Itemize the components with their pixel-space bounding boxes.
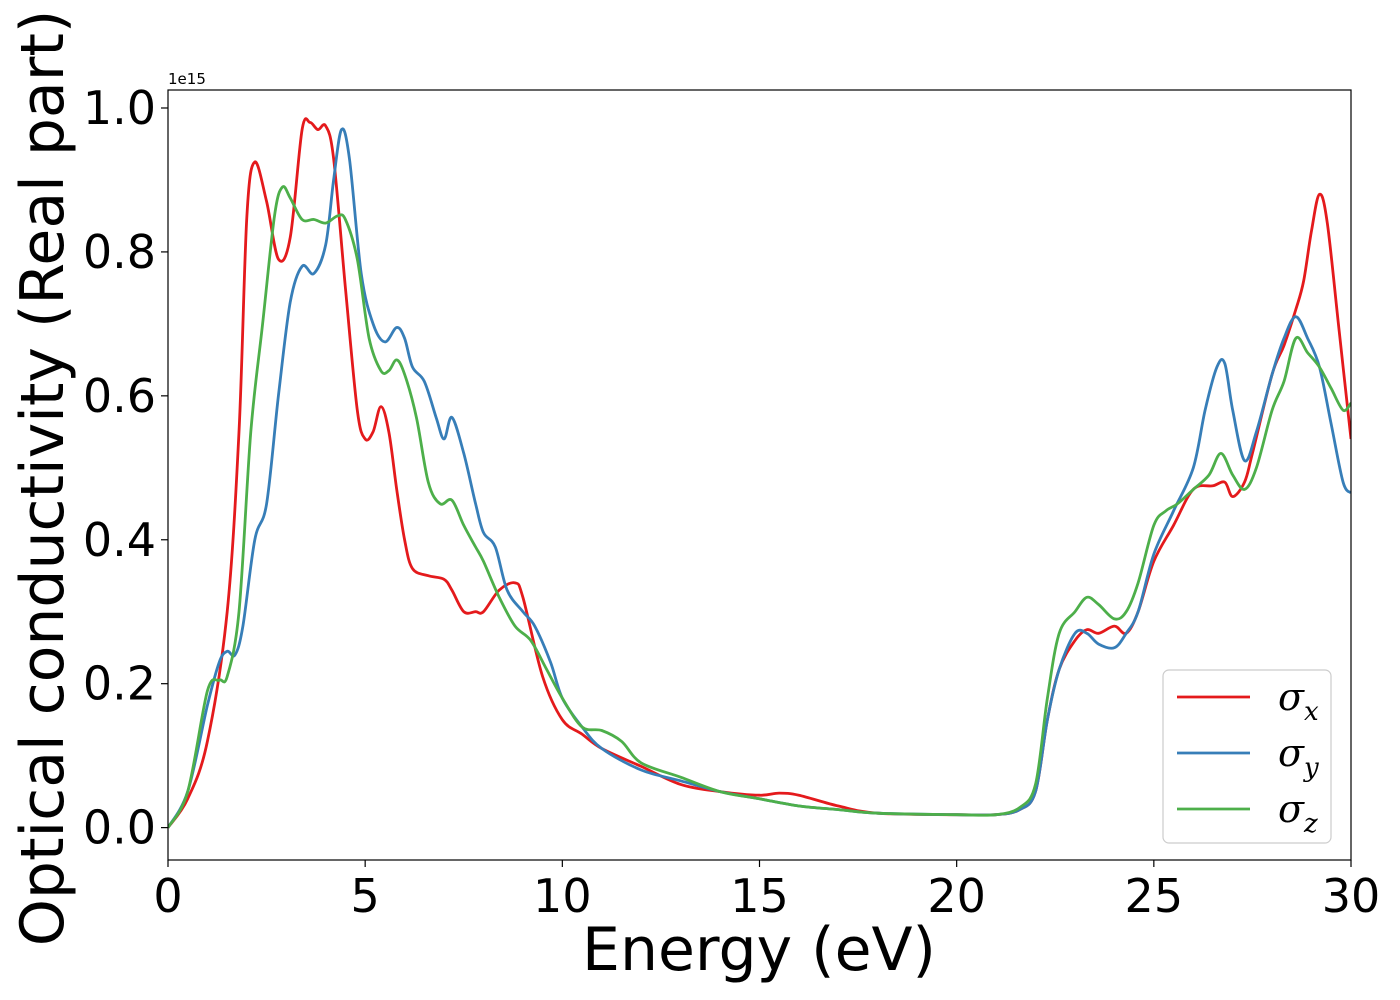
x-tick-label: 0	[153, 869, 182, 923]
x-tick-label: 15	[730, 869, 789, 923]
y-tick-label: 1.0	[83, 81, 156, 135]
legend-label-x: σx	[1278, 675, 1319, 727]
y-axis-title: Optical conductivity (Real part)	[8, 10, 78, 947]
x-tick-label: 30	[1322, 869, 1381, 923]
legend-label-y: σy	[1278, 731, 1319, 783]
y-tick-label: 0.0	[83, 801, 156, 855]
legend-box	[1162, 669, 1332, 844]
y-tick-label: 0.6	[83, 369, 156, 423]
plot-area	[168, 117, 1351, 829]
y-tick-label: 0.2	[83, 657, 156, 711]
x-tick-label: 10	[533, 869, 592, 923]
y-tick-label: 0.4	[83, 513, 156, 567]
x-tick-label: 5	[351, 869, 380, 923]
x-axis-title: Energy (eV)	[582, 915, 936, 985]
series-line-x	[168, 117, 1351, 829]
series-line-z	[168, 185, 1351, 829]
x-axis-ticks: 0 5 10 15 20 25 30	[153, 860, 1380, 923]
y-axis-ticks: 0.0 0.2 0.4 0.6 0.8 1.0	[83, 81, 168, 855]
legend-label-z: σz	[1278, 787, 1318, 839]
x-tick-label: 20	[927, 869, 986, 923]
y-tick-label: 0.8	[83, 225, 156, 279]
y-offset-label: 1e15	[168, 70, 206, 88]
x-tick-label: 25	[1125, 869, 1184, 923]
